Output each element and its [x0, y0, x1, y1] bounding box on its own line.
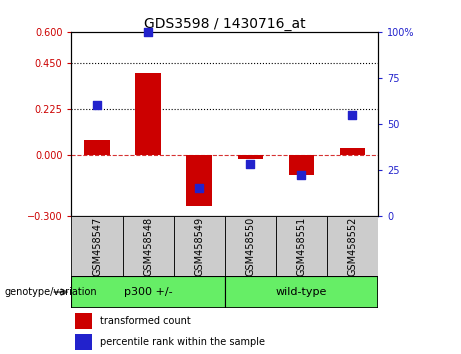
Text: percentile rank within the sample: percentile rank within the sample — [100, 337, 265, 348]
Text: transformed count: transformed count — [100, 316, 191, 326]
Text: p300 +/-: p300 +/- — [124, 287, 172, 297]
Text: genotype/variation: genotype/variation — [5, 287, 97, 297]
Text: GSM458552: GSM458552 — [348, 216, 357, 276]
Text: GSM458550: GSM458550 — [245, 216, 255, 276]
Bar — [123, 216, 174, 276]
Bar — [237, 155, 263, 159]
Bar — [225, 216, 276, 276]
Bar — [174, 216, 225, 276]
Bar — [84, 140, 110, 155]
Point — [349, 112, 356, 118]
Bar — [75, 313, 92, 329]
Text: GSM458548: GSM458548 — [143, 216, 153, 276]
Bar — [186, 155, 212, 206]
Bar — [225, 276, 378, 308]
Text: GSM458551: GSM458551 — [296, 216, 307, 276]
Bar — [276, 216, 327, 276]
Point — [144, 29, 152, 35]
Bar — [340, 148, 365, 155]
Point — [247, 161, 254, 167]
Bar — [289, 155, 314, 175]
Bar — [136, 73, 161, 155]
Bar — [71, 216, 123, 276]
Point — [195, 185, 203, 191]
Text: GSM458549: GSM458549 — [194, 216, 204, 276]
Bar — [75, 334, 92, 350]
Point — [298, 173, 305, 178]
Text: wild-type: wild-type — [276, 287, 327, 297]
Point — [93, 103, 100, 108]
Bar — [327, 216, 378, 276]
Bar — [71, 276, 225, 308]
Title: GDS3598 / 1430716_at: GDS3598 / 1430716_at — [144, 17, 306, 31]
Text: GSM458547: GSM458547 — [92, 216, 102, 276]
